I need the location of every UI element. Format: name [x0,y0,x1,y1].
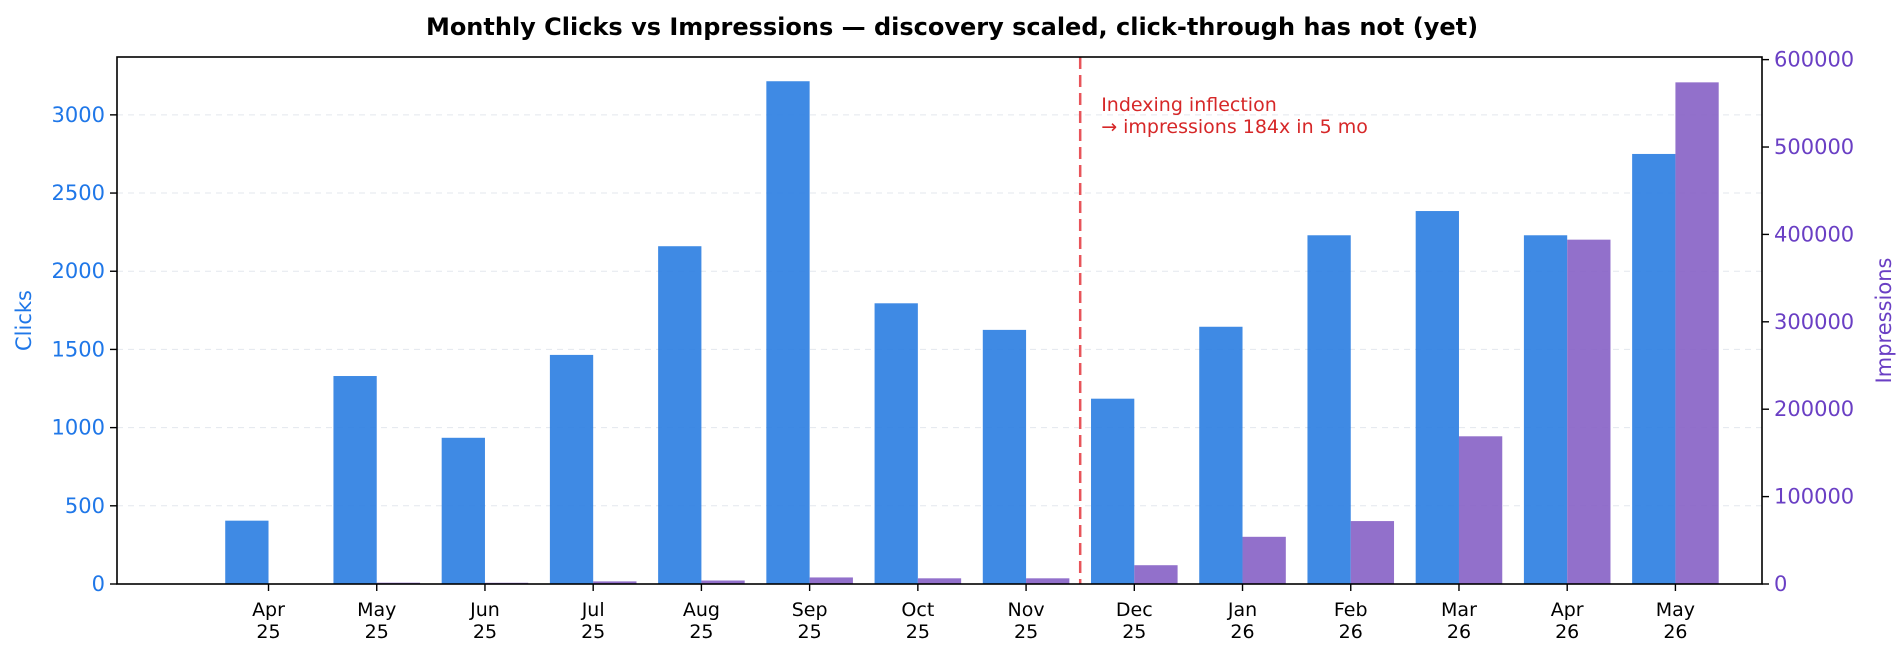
left-tick-label: 500 [65,494,105,518]
left-tick-label: 1000 [52,416,105,440]
bar-clicks [766,81,810,585]
x-tick-label: 25 [906,621,930,643]
bar-impressions [1350,521,1395,584]
x-tick-label: Jan [1227,599,1257,621]
bar-clicks [1307,235,1351,584]
right-tick-label: 500000 [1774,135,1854,159]
x-tick-label: 26 [1447,621,1471,643]
bar-impressions [1134,565,1178,584]
bar-clicks [1199,326,1243,584]
x-tick-label: Dec [1116,599,1153,621]
x-tick-label: 25 [581,621,605,643]
right-tick-label: 600000 [1774,48,1854,72]
x-tick-label: 26 [1339,621,1363,643]
x-tick-label: May [1656,599,1695,621]
bar-impressions [1458,436,1503,584]
bar-clicks [658,246,702,584]
x-tick-label: 25 [798,621,822,643]
x-tick-label: Aug [683,599,720,621]
bars [225,81,1719,585]
annotation-group: Indexing inflection → impressions 184x i… [1078,57,1368,584]
left-axis-label: Clicks [12,290,36,351]
x-tick-label: May [357,599,396,621]
right-tick-label: 100000 [1774,485,1854,509]
bar-clicks [1523,235,1568,584]
right-tick-label: 0 [1774,572,1787,596]
annotation-line-2: → impressions 184x in 5 mo [1101,116,1368,138]
bar-clicks [225,520,269,584]
x-tick-label: Nov [1008,599,1045,621]
right-tick-label: 400000 [1774,222,1854,246]
x-tick-label: Sep [792,599,828,621]
left-tick-label: 1500 [52,337,105,361]
bar-impressions [701,580,745,584]
x-axis-ticks: Apr25May25Jun25Jul25Aug25Sep25Oct25Nov25… [252,584,1695,643]
right-axis-ticks: 0 100000 200000 300000 400000 500000 600000 [1762,48,1854,596]
x-tick-label: Feb [1334,599,1368,621]
bar-impressions [1567,239,1611,584]
bar-clicks [1415,211,1459,584]
bar-clicks [441,437,485,584]
right-tick-label: 300000 [1774,310,1854,334]
x-tick-label: 25 [365,621,389,643]
bar-impressions [1675,82,1719,584]
right-tick-label: 200000 [1774,397,1854,421]
left-tick-label: 2500 [52,181,105,205]
bar-impressions [1242,536,1286,584]
chart-title: Monthly Clicks vs Impressions — discover… [426,13,1478,41]
annotation-line-1: Indexing inflection [1101,94,1277,116]
left-tick-label: 2000 [52,259,105,283]
bar-impressions [917,578,962,584]
x-tick-label: 26 [1555,621,1579,643]
x-tick-label: Mar [1441,599,1477,621]
bar-impressions [809,577,853,584]
left-tick-label: 3000 [52,103,105,127]
x-tick-label: Apr [1551,599,1584,621]
x-tick-label: Apr [252,599,285,621]
x-tick-label: 26 [1230,621,1254,643]
bar-impressions [593,581,637,584]
x-tick-label: 25 [1122,621,1146,643]
x-tick-label: 26 [1663,621,1687,643]
x-tick-label: Jun [469,599,500,621]
x-tick-label: 25 [689,621,713,643]
x-tick-label: Oct [901,599,934,621]
x-tick-label: 25 [1014,621,1038,643]
bar-clicks [982,329,1027,584]
bar-clicks [333,376,377,584]
right-axis-label: Impressions [1872,258,1896,384]
left-axis-ticks: 0 500 1000 1500 2000 2500 3000 [52,103,117,596]
bar-clicks [1632,153,1676,584]
bar-clicks [1091,398,1135,584]
bar-clicks [874,303,918,584]
x-tick-label: 25 [256,621,280,643]
left-tick-label: 0 [92,572,105,596]
x-tick-label: Jul [581,599,605,621]
x-tick-label: 25 [473,621,497,643]
plot-frame [116,56,1763,585]
bar-clicks [549,354,594,584]
bar-impressions [1026,578,1070,584]
